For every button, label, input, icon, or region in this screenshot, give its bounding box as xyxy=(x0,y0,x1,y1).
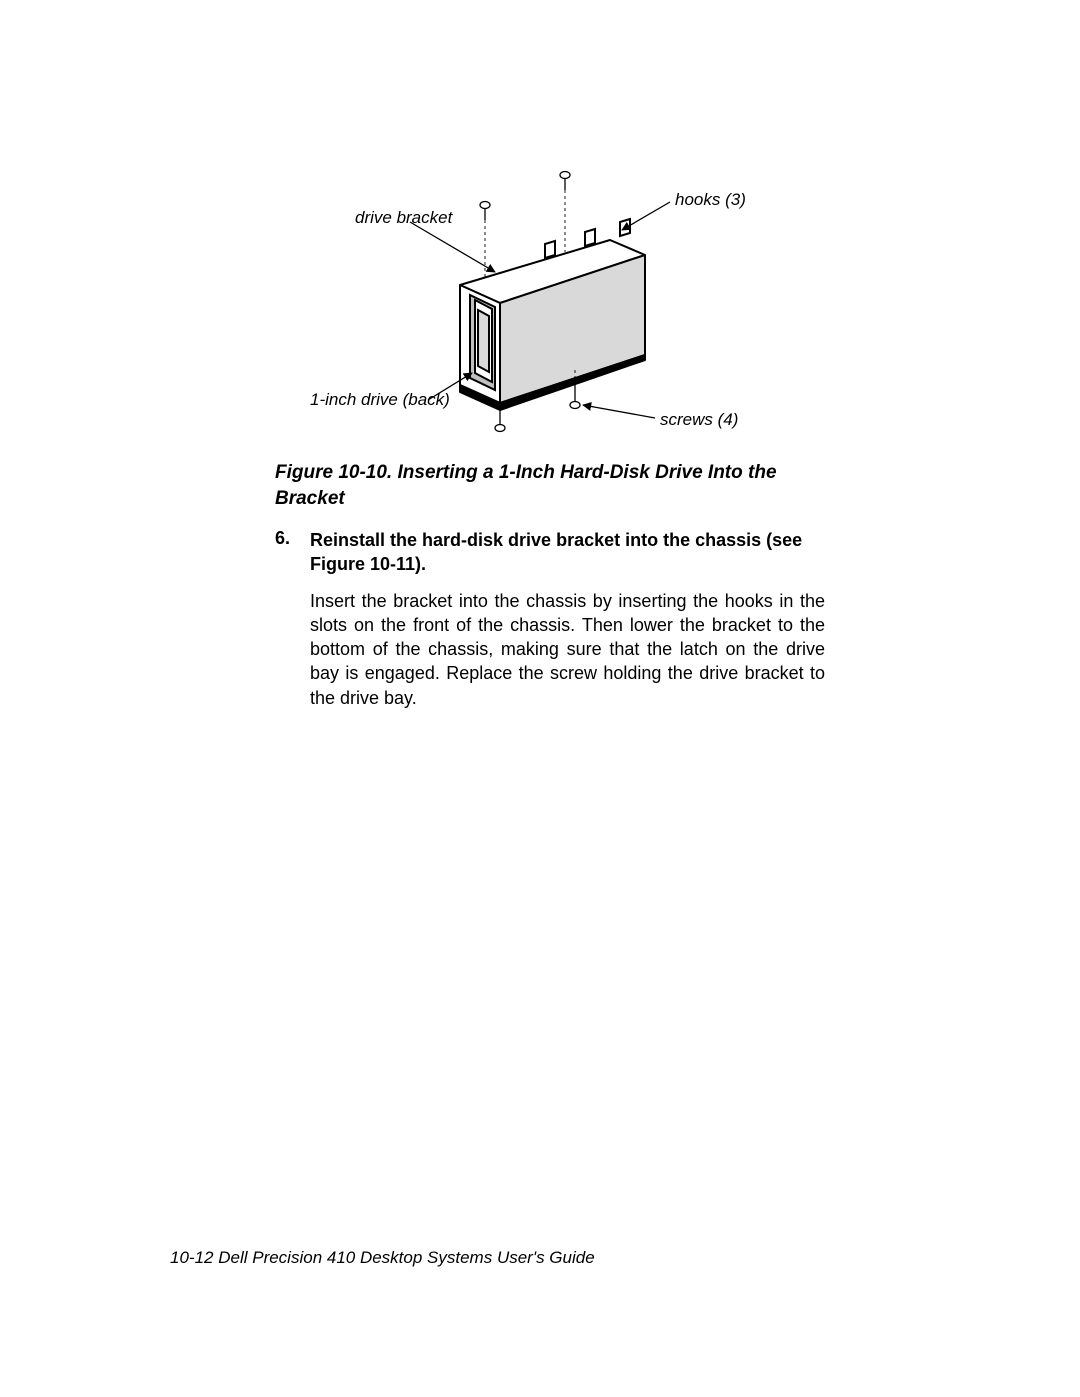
callout-drive-bracket: drive bracket xyxy=(355,208,452,228)
figure-caption: Figure 10-10. Inserting a 1-Inch Hard-Di… xyxy=(275,460,835,511)
page-footer: 10-12 Dell Precision 410 Desktop Systems… xyxy=(170,1248,595,1268)
step-number: 6. xyxy=(275,528,290,549)
callout-one-inch-drive: 1-inch drive (back) xyxy=(310,390,450,410)
step-6: 6. Reinstall the hard-disk drive bracket… xyxy=(275,528,825,710)
step-heading: Reinstall the hard-disk drive bracket in… xyxy=(310,528,825,577)
callout-hooks: hooks (3) xyxy=(675,190,746,210)
footer-book-title: Dell Precision 410 Desktop Systems User'… xyxy=(218,1248,594,1267)
footer-page-ref: 10-12 xyxy=(170,1248,213,1267)
callout-screws: screws (4) xyxy=(660,410,738,430)
figure-diagram: drive bracket hooks (3) 1-inch drive (ba… xyxy=(300,160,750,450)
page: drive bracket hooks (3) 1-inch drive (ba… xyxy=(0,0,1080,1397)
step-body: Insert the bracket into the chassis by i… xyxy=(310,589,825,710)
